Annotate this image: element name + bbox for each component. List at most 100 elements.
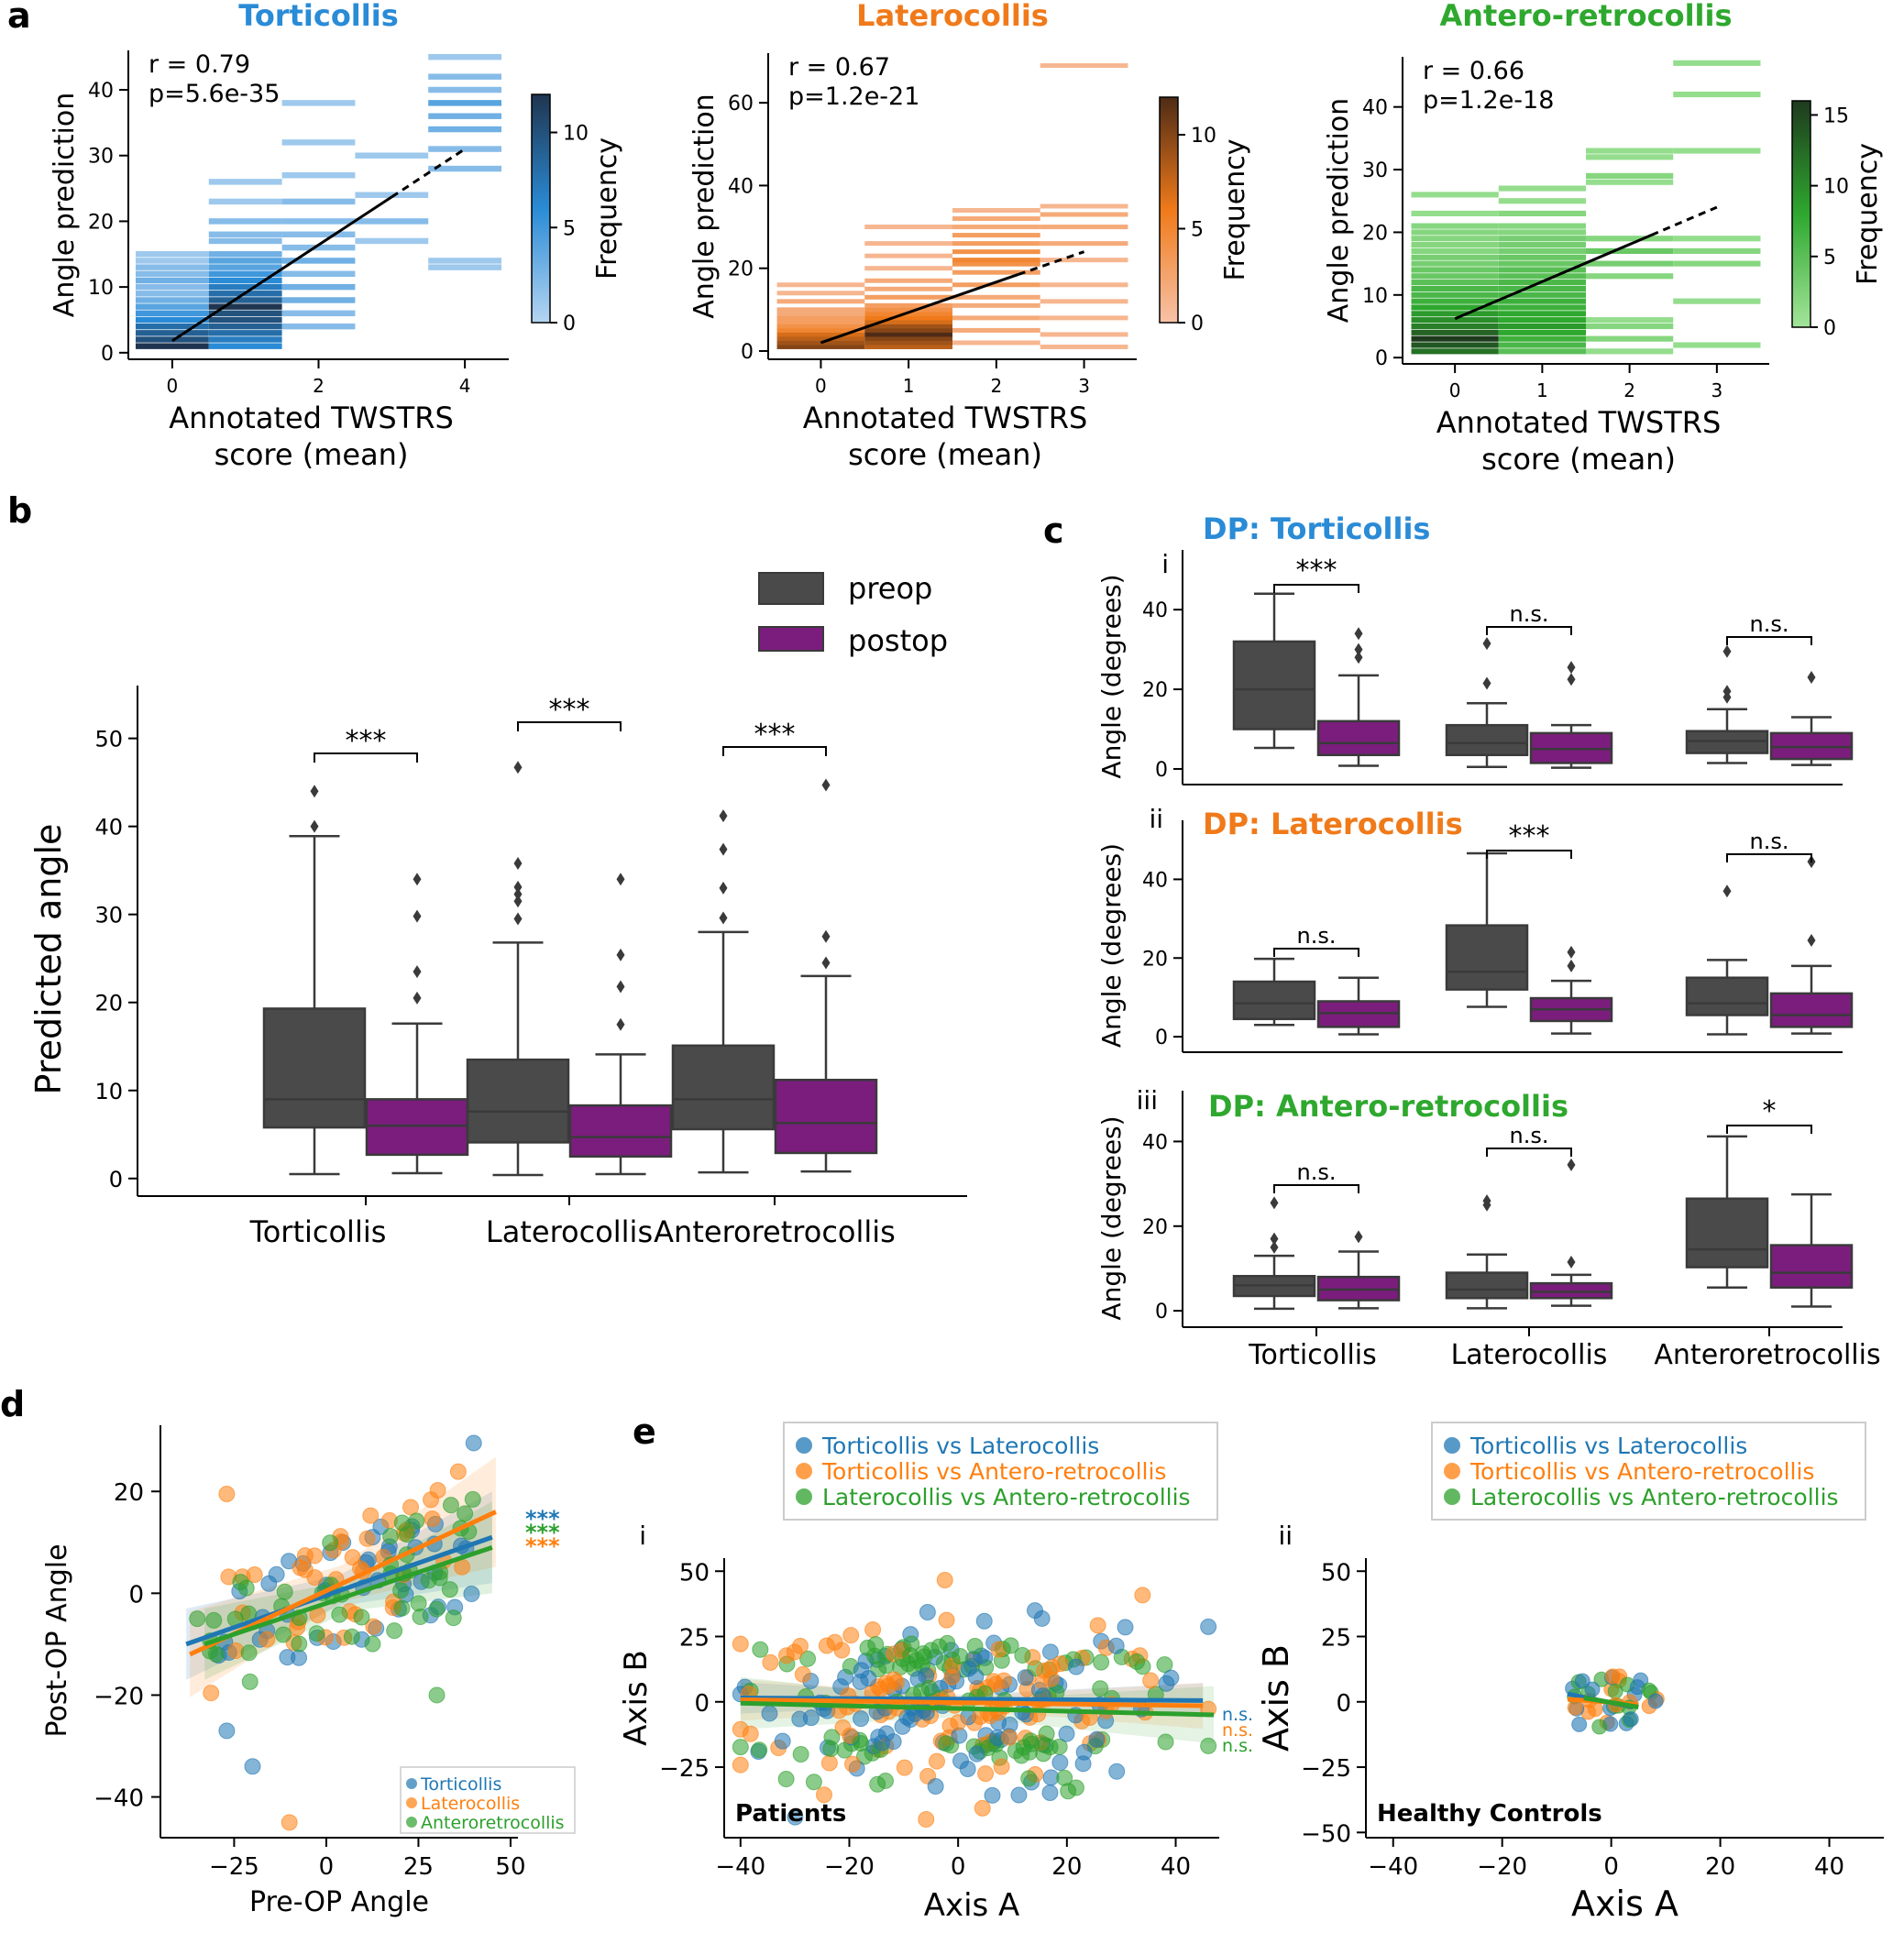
heatmap-cell [776, 335, 865, 341]
outlier-marker [1354, 627, 1363, 641]
outlier-marker [1567, 661, 1576, 675]
heatmap-cell [135, 310, 209, 317]
subpanel-label: iii [1137, 1085, 1158, 1115]
scatter-point [1093, 1653, 1110, 1671]
box-postop [1769, 671, 1854, 766]
colorbar-tick-label: 5 [563, 217, 576, 240]
box-preop [1685, 884, 1769, 1036]
scatter-point [888, 1674, 906, 1691]
x-tick-label: −20 [824, 1853, 875, 1881]
box-postop [1769, 1192, 1854, 1308]
outlier-marker [1270, 1232, 1279, 1246]
significance-label: *** [525, 1533, 560, 1559]
box-body [1316, 719, 1401, 757]
x-tick-label: 0 [1449, 379, 1461, 401]
outlier-marker [719, 881, 728, 895]
heatmap-cell [864, 335, 952, 341]
heatmap-cell [1498, 311, 1586, 317]
heatmap-cell [355, 192, 429, 198]
heatmap-cell [1498, 198, 1586, 204]
box-preop [1685, 1135, 1769, 1289]
scatter-point [919, 1603, 936, 1620]
heatmap-cell [864, 266, 952, 271]
scatter-point [457, 1505, 474, 1522]
scatter-point [362, 1507, 380, 1524]
heatmap-cell [208, 343, 282, 349]
outlier-marker [821, 778, 831, 792]
scatter-point [1002, 1637, 1019, 1654]
significance-label: *** [754, 719, 796, 751]
legend-label-preop: preop [848, 571, 932, 606]
heatmap-cell [952, 269, 1040, 275]
heatmap-cell [1586, 172, 1674, 179]
y-tick-label: 10 [1362, 285, 1388, 308]
heatmap-cell [864, 225, 952, 230]
scatter-point [365, 1618, 382, 1635]
heatmap-cell [1411, 242, 1499, 248]
scatter-point [1567, 1699, 1583, 1716]
heatmap-cell [864, 241, 952, 247]
y-tick-label: 0 [1375, 347, 1388, 370]
legend-marker [1444, 1437, 1460, 1454]
scatter-point [1604, 1668, 1621, 1685]
heatmap-cell [208, 251, 282, 258]
scatter-point [896, 1759, 913, 1776]
x-tick-label: 0 [951, 1853, 966, 1881]
subpanel-ii: n.s. *** n.s. 0 20 40 ii DP: Laterocollis Angle … [1096, 804, 1854, 1053]
stat-p: p=5.6e-35 [149, 80, 280, 108]
heatmap-cell [428, 86, 502, 93]
y-axis-label: Angle (degrees) [1096, 574, 1127, 778]
legend-label-postop: postop [848, 623, 948, 658]
regression-line [740, 1700, 1215, 1718]
heatmap-cell [952, 315, 1040, 321]
box-preop [1685, 644, 1769, 764]
scatter-point [218, 1722, 236, 1740]
scatter-point [1010, 1786, 1028, 1804]
heatmap-cell [1040, 258, 1128, 263]
scatter-point [241, 1673, 259, 1690]
x-axis-label-2: score (mean) [1481, 442, 1676, 477]
legend-marker [406, 1778, 417, 1789]
outlier-marker [616, 980, 625, 994]
outlier-marker [1722, 884, 1732, 898]
legend-box [783, 1422, 1218, 1521]
box-body [1232, 980, 1316, 1021]
heatmap-cell [1586, 335, 1674, 342]
significance-label: n.s. [1750, 611, 1789, 637]
scatter-point [732, 1739, 749, 1756]
heatmap-cell [208, 258, 282, 264]
panel-label-a: a [7, 0, 31, 36]
outlier-marker [1354, 651, 1363, 664]
y-tick-label: 40 [1142, 599, 1168, 622]
heatmap-cell [135, 303, 209, 310]
heatmap-cell [952, 216, 1040, 222]
heatmap-cell [1498, 236, 1586, 242]
scatter-point [1023, 1735, 1040, 1752]
scatter-point [1571, 1716, 1588, 1732]
heatmap-cell [776, 307, 865, 313]
scatter-point [358, 1530, 376, 1547]
outlier-marker [1482, 1194, 1491, 1208]
y-tick-label: 50 [679, 1559, 710, 1587]
category-label: Anteroretrocollis [654, 1214, 896, 1249]
scatter-point [844, 1755, 862, 1773]
subpanel-annotation: Patients [735, 1800, 846, 1828]
heatmap-cell [1040, 241, 1128, 247]
scatter-point [993, 1758, 1010, 1775]
y-tick-label: 40 [94, 815, 123, 840]
scatter-point [463, 1586, 480, 1603]
heatmap-cell [1498, 210, 1586, 216]
box-postop [1529, 661, 1613, 769]
significance-bracket [1273, 1184, 1359, 1193]
outlier-marker [513, 880, 523, 894]
panel-label-e: e [633, 1411, 656, 1452]
colorbar-label: Frequency [1852, 143, 1884, 285]
y-axis-label: Predicted angle [28, 824, 69, 1095]
legend-label: Laterocollis [421, 1794, 520, 1814]
y-axis-label: Axis B [618, 1650, 655, 1746]
heatmap-cell [281, 218, 356, 225]
x-axis-label: Annotated TWSTRS [169, 401, 454, 435]
y-tick-label: 30 [88, 146, 114, 169]
scatter-point [276, 1583, 293, 1600]
heatmap-cell [1040, 212, 1128, 217]
